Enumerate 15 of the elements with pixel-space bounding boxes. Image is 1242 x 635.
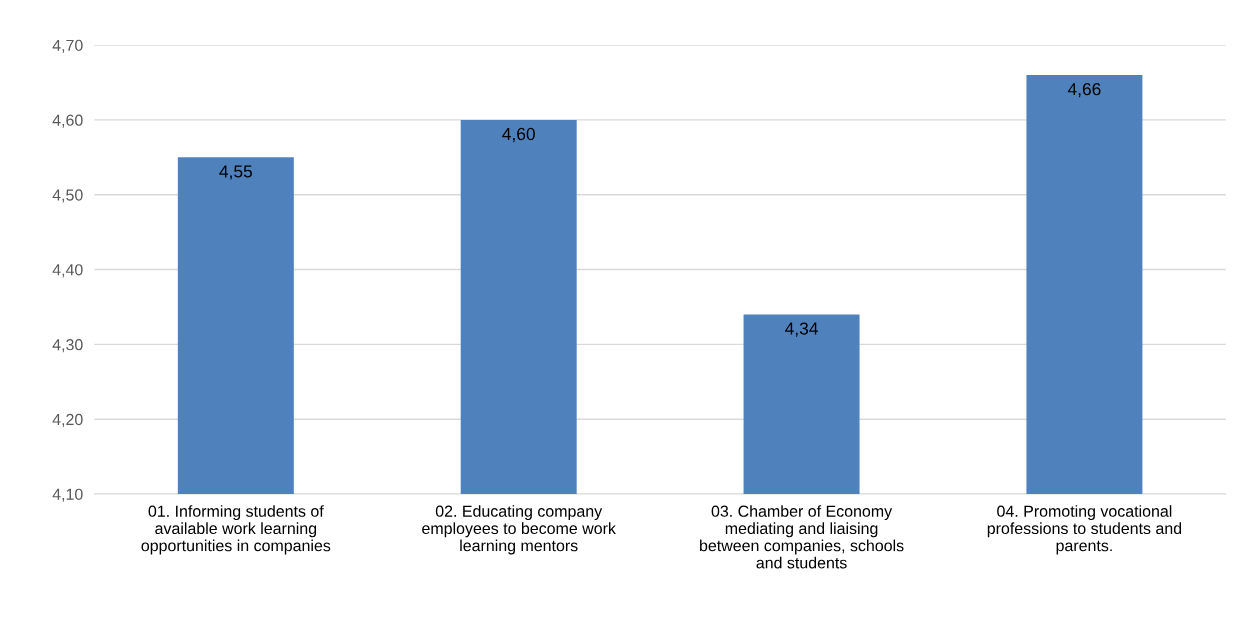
x-tick-label: 02. Educating company employees to become work learning mentors [422, 505, 616, 555]
x-tick-label: 01. Informing students of available work learning opportunities in companies [141, 505, 331, 555]
y-tick-label: 4,20 [52, 413, 83, 428]
y-tick-label: 4,70 [52, 39, 83, 53]
y-tick-label: 4,40 [52, 264, 83, 278]
x-tick-label: 04. Promoting vocational professions to students and parents. [987, 505, 1182, 555]
data-label: 4,66 [1067, 82, 1101, 98]
data-label: 4,34 [785, 322, 818, 337]
data-label: 4,60 [502, 127, 535, 143]
y-tick-label: 4,10 [52, 488, 83, 502]
y-tick-label: 4,50 [52, 189, 83, 203]
y-tick-label: 4,30 [52, 339, 83, 353]
x-tick-label: 03. Chamber of Economy mediating and liaising between companies, schools and students [700, 505, 904, 569]
data-label: 4,55 [219, 165, 252, 180]
y-tick-label: 4,60 [52, 114, 83, 128]
